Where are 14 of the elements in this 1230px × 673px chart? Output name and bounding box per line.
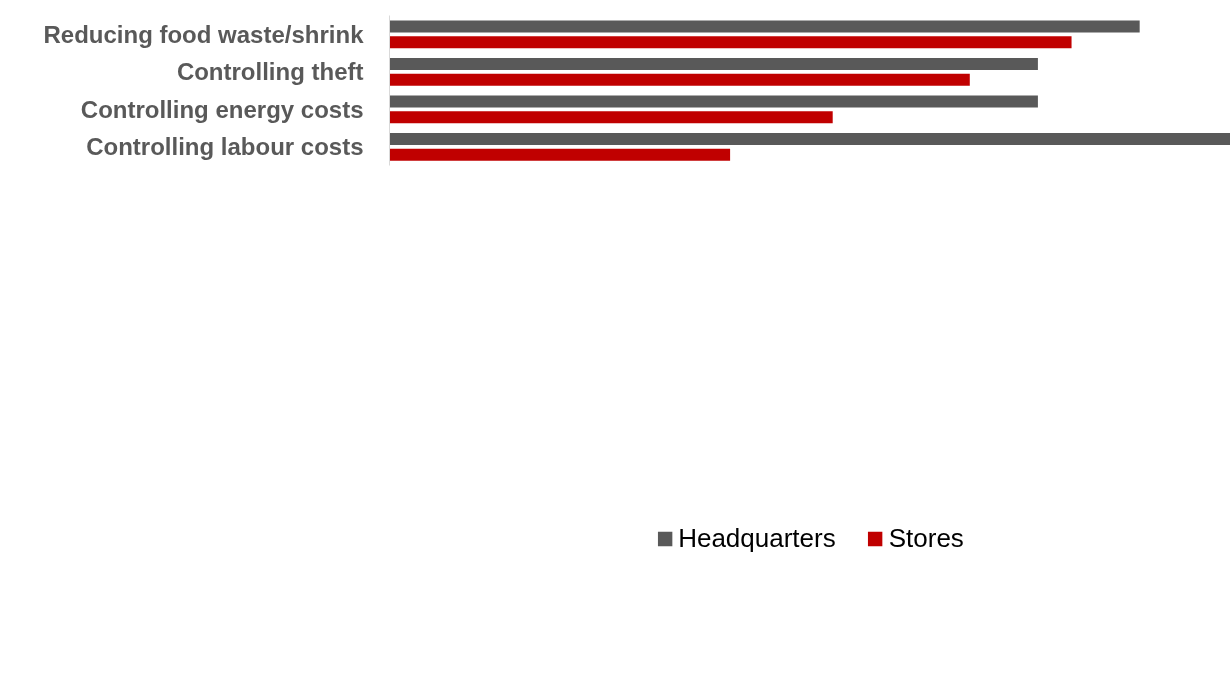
y-tick-label: Controlling labour costs bbox=[86, 133, 364, 161]
bar bbox=[389, 57, 1038, 70]
y-tick-label: Reducing food waste/shrink bbox=[43, 20, 365, 48]
bar bbox=[389, 73, 970, 86]
bar bbox=[389, 148, 731, 161]
legend-label: Headquarters bbox=[678, 522, 836, 554]
bar bbox=[389, 36, 1072, 49]
bar bbox=[389, 111, 833, 124]
bar bbox=[389, 132, 1230, 145]
bar bbox=[389, 95, 1038, 108]
bar bbox=[389, 20, 1140, 33]
y-tick-label: Controlling energy costs bbox=[80, 95, 364, 123]
legend-label: Stores bbox=[888, 522, 964, 554]
y-tick-label: Controlling theft bbox=[176, 58, 364, 86]
